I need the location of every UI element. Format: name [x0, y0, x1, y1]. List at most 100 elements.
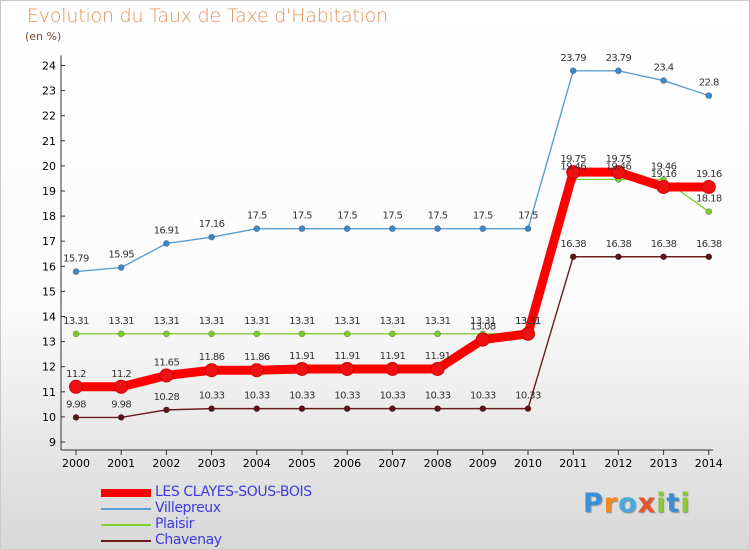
- y-tick-label: 24: [42, 60, 56, 73]
- data-label: 17.5: [337, 211, 357, 222]
- data-point: [479, 225, 487, 232]
- data-label: 13.31: [515, 316, 541, 327]
- data-label: 11.86: [244, 352, 270, 363]
- data-label: 23.79: [560, 53, 586, 64]
- data-label: 11.65: [154, 357, 180, 368]
- data-point: [208, 405, 215, 412]
- data-label: 11.91: [334, 351, 360, 362]
- data-point: [705, 253, 713, 261]
- data-label: 23.79: [606, 53, 632, 64]
- data-point: [569, 67, 577, 75]
- legend-label: Plaisir: [155, 516, 194, 532]
- data-point: [479, 405, 487, 412]
- data-label: 10.33: [199, 391, 225, 402]
- data-label: 19.16: [696, 169, 722, 180]
- data-label: 11.91: [289, 351, 315, 362]
- data-point: [117, 264, 125, 271]
- data-label: 19.46: [606, 161, 632, 172]
- data-label: 16.38: [560, 239, 586, 250]
- data-label: 17.16: [199, 219, 225, 230]
- x-tick-label: 2010: [514, 457, 542, 470]
- y-tick-label: 23: [42, 85, 56, 98]
- y-tick-label: 20: [42, 160, 56, 173]
- x-tick-label: 2000: [62, 457, 90, 470]
- data-label: 15.95: [108, 250, 134, 261]
- data-point: [114, 379, 129, 394]
- legend-label: Chavenay: [155, 532, 222, 548]
- data-point: [253, 405, 261, 412]
- data-point: [295, 361, 309, 376]
- data-label: 9.98: [111, 399, 131, 410]
- data-point: [298, 225, 306, 232]
- data-point: [660, 77, 667, 84]
- data-label: 10.33: [380, 391, 406, 402]
- data-point: [69, 379, 83, 394]
- x-tick-label: 2008: [424, 457, 452, 470]
- data-label: 23.4: [654, 63, 674, 74]
- data-point: [475, 332, 490, 347]
- data-point: [705, 208, 713, 215]
- data-label: 13.31: [380, 316, 406, 327]
- x-tick-label: 2013: [650, 457, 678, 470]
- data-label: 19.46: [651, 161, 677, 172]
- data-label: 17.5: [292, 211, 312, 222]
- data-point: [72, 268, 80, 275]
- data-point: [72, 330, 80, 338]
- data-label: 13.31: [334, 316, 360, 327]
- data-point: [208, 330, 215, 338]
- data-point: [343, 330, 351, 338]
- data-label: 19.46: [560, 161, 586, 172]
- data-point: [298, 330, 306, 338]
- data-point: [117, 330, 125, 338]
- data-label: 10.33: [470, 391, 496, 402]
- data-label: 10.33: [334, 391, 360, 402]
- y-tick-label: 14: [42, 311, 56, 324]
- y-tick-label: 16: [42, 260, 56, 273]
- data-label: 17.5: [247, 211, 267, 222]
- data-label: 9.98: [66, 399, 86, 410]
- data-label: 11.86: [199, 352, 225, 363]
- data-label: 10.33: [515, 391, 541, 402]
- x-tick-label: 2014: [695, 457, 723, 470]
- y-tick-label: 10: [42, 411, 56, 424]
- data-label: 15.79: [63, 254, 89, 265]
- data-label: 22.8: [699, 78, 719, 89]
- data-label: 17.5: [428, 211, 448, 222]
- data-label: 13.31: [515, 316, 541, 327]
- x-tick-label: 2002: [152, 457, 180, 470]
- x-tick-label: 2007: [378, 457, 406, 470]
- y-tick-label: 11: [42, 386, 56, 399]
- legend-swatch: [101, 524, 151, 526]
- x-tick-label: 2001: [107, 457, 135, 470]
- legend-swatch: [101, 508, 151, 510]
- data-point: [434, 225, 441, 232]
- data-point: [385, 361, 400, 376]
- y-tick-label: 12: [42, 361, 56, 374]
- chart-title: Evolution du Taux de Taxe d'Habitation: [27, 5, 388, 27]
- data-point: [298, 405, 306, 412]
- data-label: 17.5: [473, 211, 493, 222]
- data-label: 16.91: [154, 225, 180, 236]
- x-tick-label: 2003: [198, 457, 226, 470]
- data-label: 16.38: [606, 239, 632, 250]
- proxiti-logo: Proxiti: [583, 488, 691, 519]
- legend-swatch: [101, 489, 151, 497]
- data-point: [72, 414, 80, 421]
- data-point: [434, 405, 441, 412]
- data-point: [117, 414, 125, 421]
- data-point: [524, 405, 532, 412]
- data-point: [343, 225, 351, 232]
- data-label: 10.33: [289, 391, 315, 402]
- data-point: [615, 253, 622, 261]
- y-tick-label: 15: [42, 285, 56, 298]
- data-point: [204, 363, 219, 378]
- x-tick-label: 2004: [243, 457, 271, 470]
- x-tick-label: 2006: [333, 457, 361, 470]
- data-label: 11.2: [111, 369, 131, 380]
- data-label: 13.31: [244, 316, 270, 327]
- x-tick-label: 2009: [469, 457, 497, 470]
- data-label: 11.2: [66, 369, 86, 380]
- x-tick-label: 2005: [288, 457, 316, 470]
- y-tick-label: 18: [42, 210, 56, 223]
